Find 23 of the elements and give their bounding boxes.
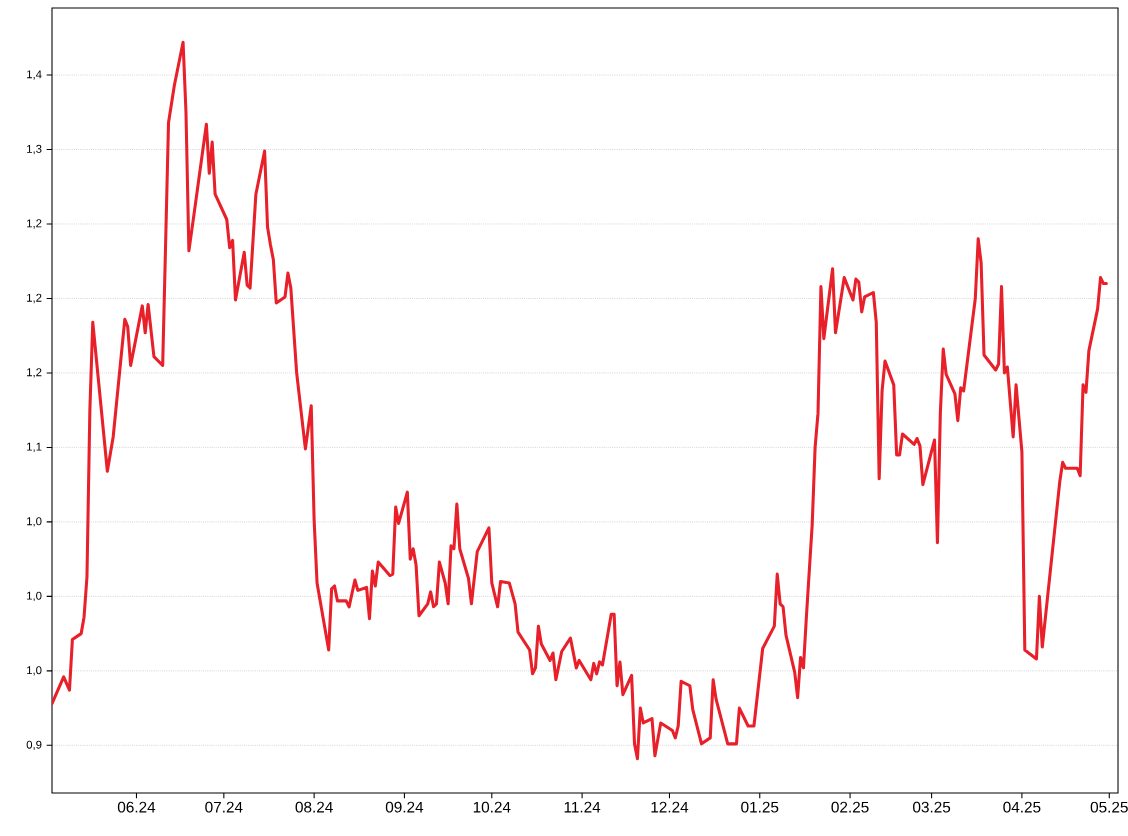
x-tick-label: 08.24 (295, 801, 333, 813)
y-tick-label: 1,4 (27, 70, 42, 80)
x-tick-label: 02.25 (831, 801, 869, 813)
y-tick-label: 1,0 (27, 666, 42, 676)
y-tick-label: 1,0 (27, 517, 42, 527)
x-tick-label: 07.24 (205, 801, 243, 813)
x-tick-label: 10.24 (473, 801, 511, 813)
y-tick-label: 1,0 (27, 591, 42, 602)
x-tick-label: 12.24 (651, 801, 689, 813)
y-tick-label: 1,2 (27, 293, 42, 304)
line-series (52, 40, 1108, 761)
y-tick-label: 0,9 (26, 740, 42, 751)
x-tick-label: 04.25 (1003, 801, 1041, 813)
x-tick-label: 05.25 (1090, 801, 1128, 813)
x-tick-label: 11.24 (564, 801, 601, 813)
y-tick-label: 1,2 (27, 368, 42, 378)
y-tick-label: 1,1 (27, 442, 42, 453)
y-tick-label: 1,3 (27, 144, 42, 155)
y-tick-label: 1,2 (27, 219, 42, 229)
x-tick-label: 06.24 (117, 801, 156, 813)
x-tick-label: 01.25 (741, 801, 779, 813)
x-tick-label: 03.25 (913, 801, 951, 813)
x-tick-label: 09.24 (385, 801, 424, 813)
